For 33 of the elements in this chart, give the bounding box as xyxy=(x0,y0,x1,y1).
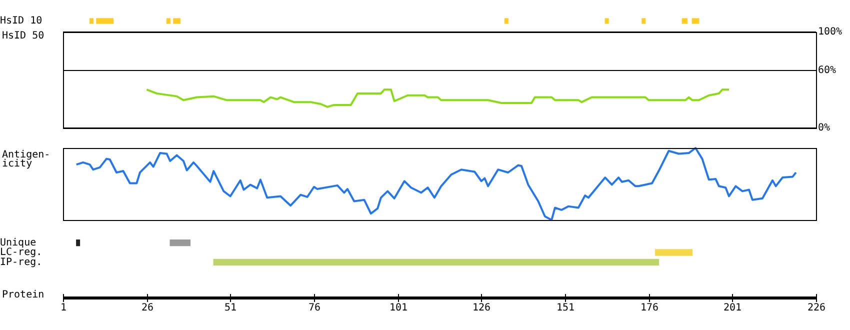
y-tick-label: IP-reg. xyxy=(0,256,42,268)
x-tick-label: 26 xyxy=(141,302,154,314)
x-tick-label: 1 xyxy=(60,302,67,314)
x-tick-label: 226 xyxy=(807,302,826,314)
x-tick-label: 126 xyxy=(472,302,491,314)
bar xyxy=(173,18,180,24)
x-axis-title: Protein xyxy=(2,290,44,301)
y-tick-label: LC-reg. xyxy=(0,247,42,258)
bar xyxy=(166,18,170,24)
bar xyxy=(642,18,646,24)
y-tick-label: Unique xyxy=(0,237,36,248)
x-tick-label: 201 xyxy=(723,302,742,314)
bar xyxy=(213,258,660,266)
bar xyxy=(682,18,688,24)
y-axis-title: HsID 50 xyxy=(2,30,44,42)
y-tick-label: HsID 10 xyxy=(0,16,42,27)
bar xyxy=(504,18,508,24)
x-tick-label: 51 xyxy=(224,302,237,314)
y-tick-label: 100% xyxy=(818,26,842,38)
x-tick-label: 151 xyxy=(556,302,575,314)
bar xyxy=(604,18,609,24)
bar xyxy=(170,240,191,246)
x-tick-label: 176 xyxy=(640,302,659,314)
x-tick-label: 76 xyxy=(308,302,321,314)
y-tick-label: 60% xyxy=(818,64,836,76)
x-tick-label: 101 xyxy=(389,302,408,314)
bar xyxy=(692,18,700,24)
bar xyxy=(96,18,114,24)
bar xyxy=(76,240,80,246)
y-tick-label: 0% xyxy=(818,122,830,134)
bar xyxy=(89,18,94,24)
bar xyxy=(655,249,693,256)
y-axis-title: Antigen- icity xyxy=(2,150,50,170)
